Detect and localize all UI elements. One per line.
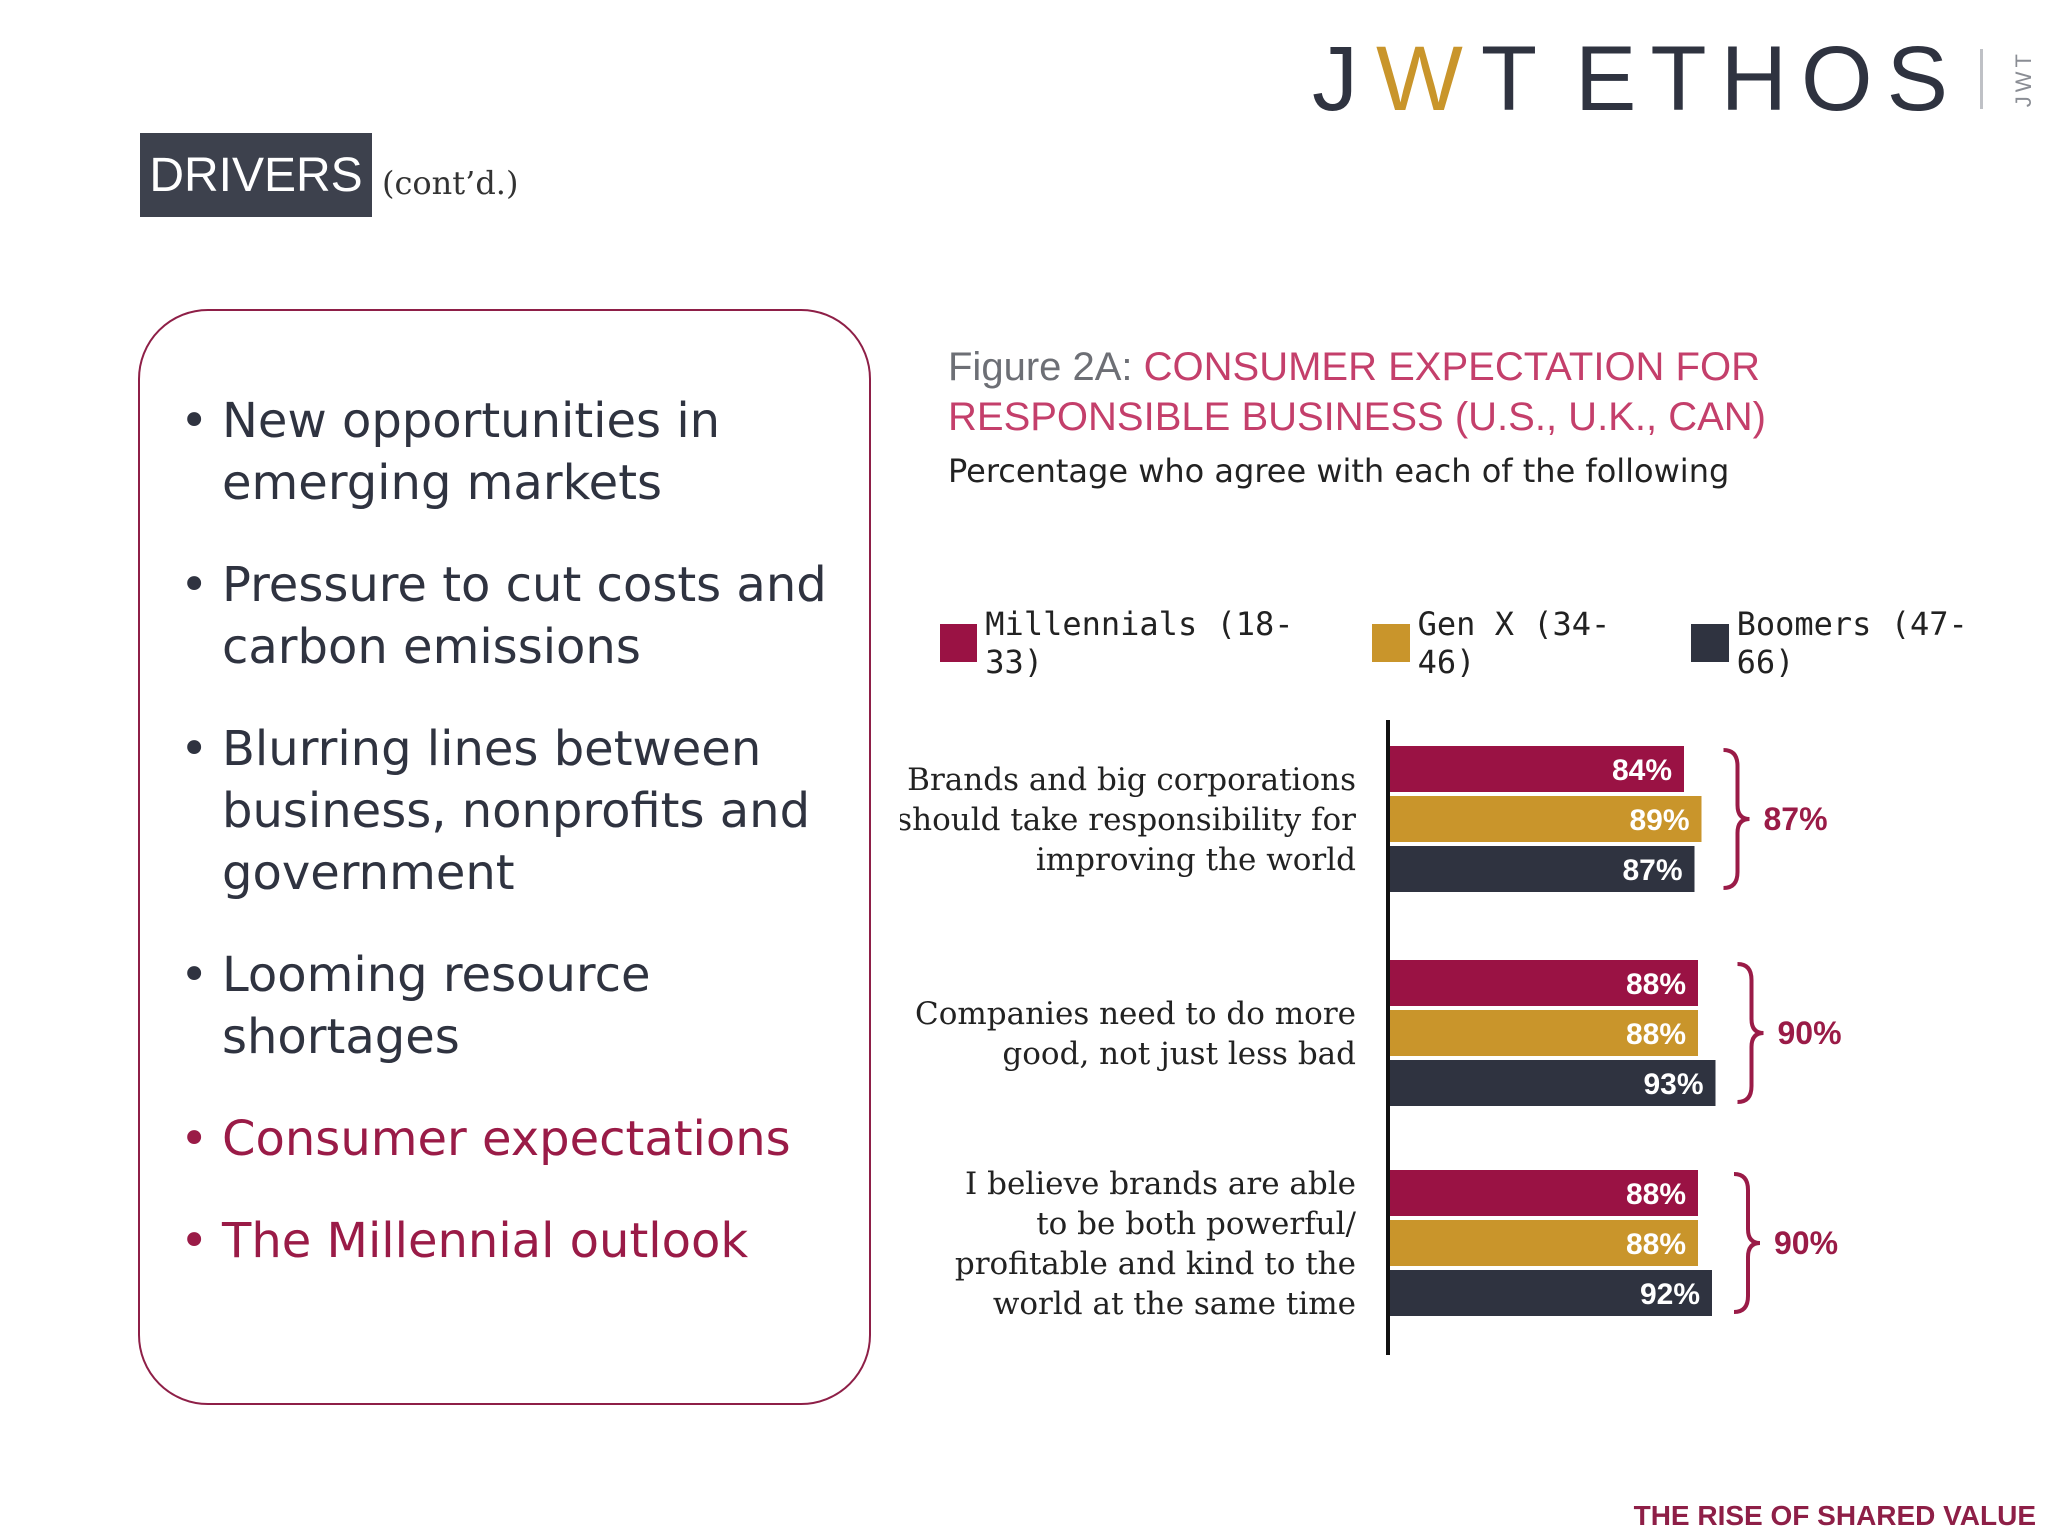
legend-swatch-millennials <box>940 624 978 662</box>
driver-bullet: New opportunities in emerging markets <box>180 390 880 514</box>
section-suffix: (cont’d.) <box>382 164 519 202</box>
jwt-ethos-logo: JWT ETHOS JWT <box>1312 24 2037 134</box>
bar <box>1390 796 1702 842</box>
legend-label-boomers: Boomers (47-66) <box>1736 605 1968 681</box>
figure-title: Figure 2A: CONSUMER EXPECTATION FOR RESP… <box>948 342 1766 442</box>
category-label: profitable and kind to the <box>955 1246 1356 1282</box>
group-brace <box>1723 748 1750 890</box>
group-total-label: 90% <box>1774 1225 1838 1261</box>
driver-bullet: The Millennial outlook <box>180 1210 880 1272</box>
group-total-label: 87% <box>1764 801 1828 837</box>
bar <box>1390 1270 1712 1316</box>
category-label: good, not just less bad <box>1002 1036 1356 1072</box>
logo-mini-jwt: JWT <box>2010 50 2036 108</box>
bar-value-label: 93% <box>1643 1068 1703 1101</box>
driver-bullet: Blurring lines between business, nonprof… <box>180 718 880 904</box>
bar <box>1390 1010 1698 1056</box>
category-label: Brands and big corporations <box>907 762 1356 798</box>
category-label: improving the world <box>1036 842 1356 878</box>
group-brace <box>1733 1172 1761 1314</box>
figure-title-line2: RESPONSIBLE BUSINESS (U.S., U.K., CAN) <box>948 395 1766 439</box>
bar-value-label: 88% <box>1626 968 1686 1001</box>
legend-swatch-boomers <box>1691 624 1729 662</box>
bar-value-label: 88% <box>1626 1178 1686 1211</box>
drivers-list: New opportunities in emerging markets Pre… <box>180 390 880 1312</box>
legend-swatch-genx <box>1372 624 1410 662</box>
bar <box>1390 1060 1716 1106</box>
category-label: Companies need to do more <box>915 996 1356 1032</box>
figure-subtitle: Percentage who agree with each of the fo… <box>948 452 1730 490</box>
logo-jwt: JWT <box>1312 27 1556 130</box>
bar-chart: Brands and big corporations should take r… <box>900 720 1842 1355</box>
bar-value-label: 87% <box>1622 854 1682 887</box>
legend-item-genx: Gen X (34-46) <box>1372 605 1663 681</box>
bar <box>1390 1220 1698 1266</box>
legend-item-boomers: Boomers (47-66) <box>1691 605 2020 681</box>
driver-bullet: Consumer expectations <box>180 1108 880 1170</box>
bar <box>1390 746 1684 792</box>
logo-ethos: ETHOS <box>1575 27 1962 130</box>
footer-title: THE RISE OF SHARED VALUE <box>1633 1500 2036 1531</box>
bar-value-label: 88% <box>1626 1228 1686 1261</box>
legend-label-millennials: Millennials (18-33) <box>985 605 1294 681</box>
bar <box>1390 1170 1698 1216</box>
group-total-label: 90% <box>1778 1015 1842 1051</box>
figure-title-line1: CONSUMER EXPECTATION FOR <box>1143 345 1760 389</box>
bar <box>1390 846 1695 892</box>
bar-value-label: 89% <box>1629 804 1689 837</box>
bar-value-label: 92% <box>1640 1278 1700 1311</box>
group-brace <box>1737 962 1764 1104</box>
legend-label-genx: Gen X (34-46) <box>1417 605 1611 681</box>
logo-divider <box>1979 49 1983 109</box>
bar-value-label: 88% <box>1626 1018 1686 1051</box>
driver-bullet: Looming resource shortages <box>180 944 880 1068</box>
bar-value-label: 84% <box>1612 754 1672 787</box>
category-label: I believe brands are able <box>965 1166 1356 1202</box>
category-label: world at the same time <box>993 1286 1356 1322</box>
section-badge: DRIVERS <box>140 133 372 217</box>
category-label: should take responsibility for <box>900 802 1356 838</box>
bar <box>1390 960 1698 1006</box>
figure-label: Figure 2A: <box>948 345 1144 389</box>
category-label: to be both powerful/ <box>1036 1206 1356 1242</box>
legend-item-millennials: Millennials (18-33) <box>940 605 1344 681</box>
chart-legend: Millennials (18-33) Gen X (34-46) Boomer… <box>940 605 2048 681</box>
driver-bullet: Pressure to cut costs and carbon emissio… <box>180 554 880 678</box>
